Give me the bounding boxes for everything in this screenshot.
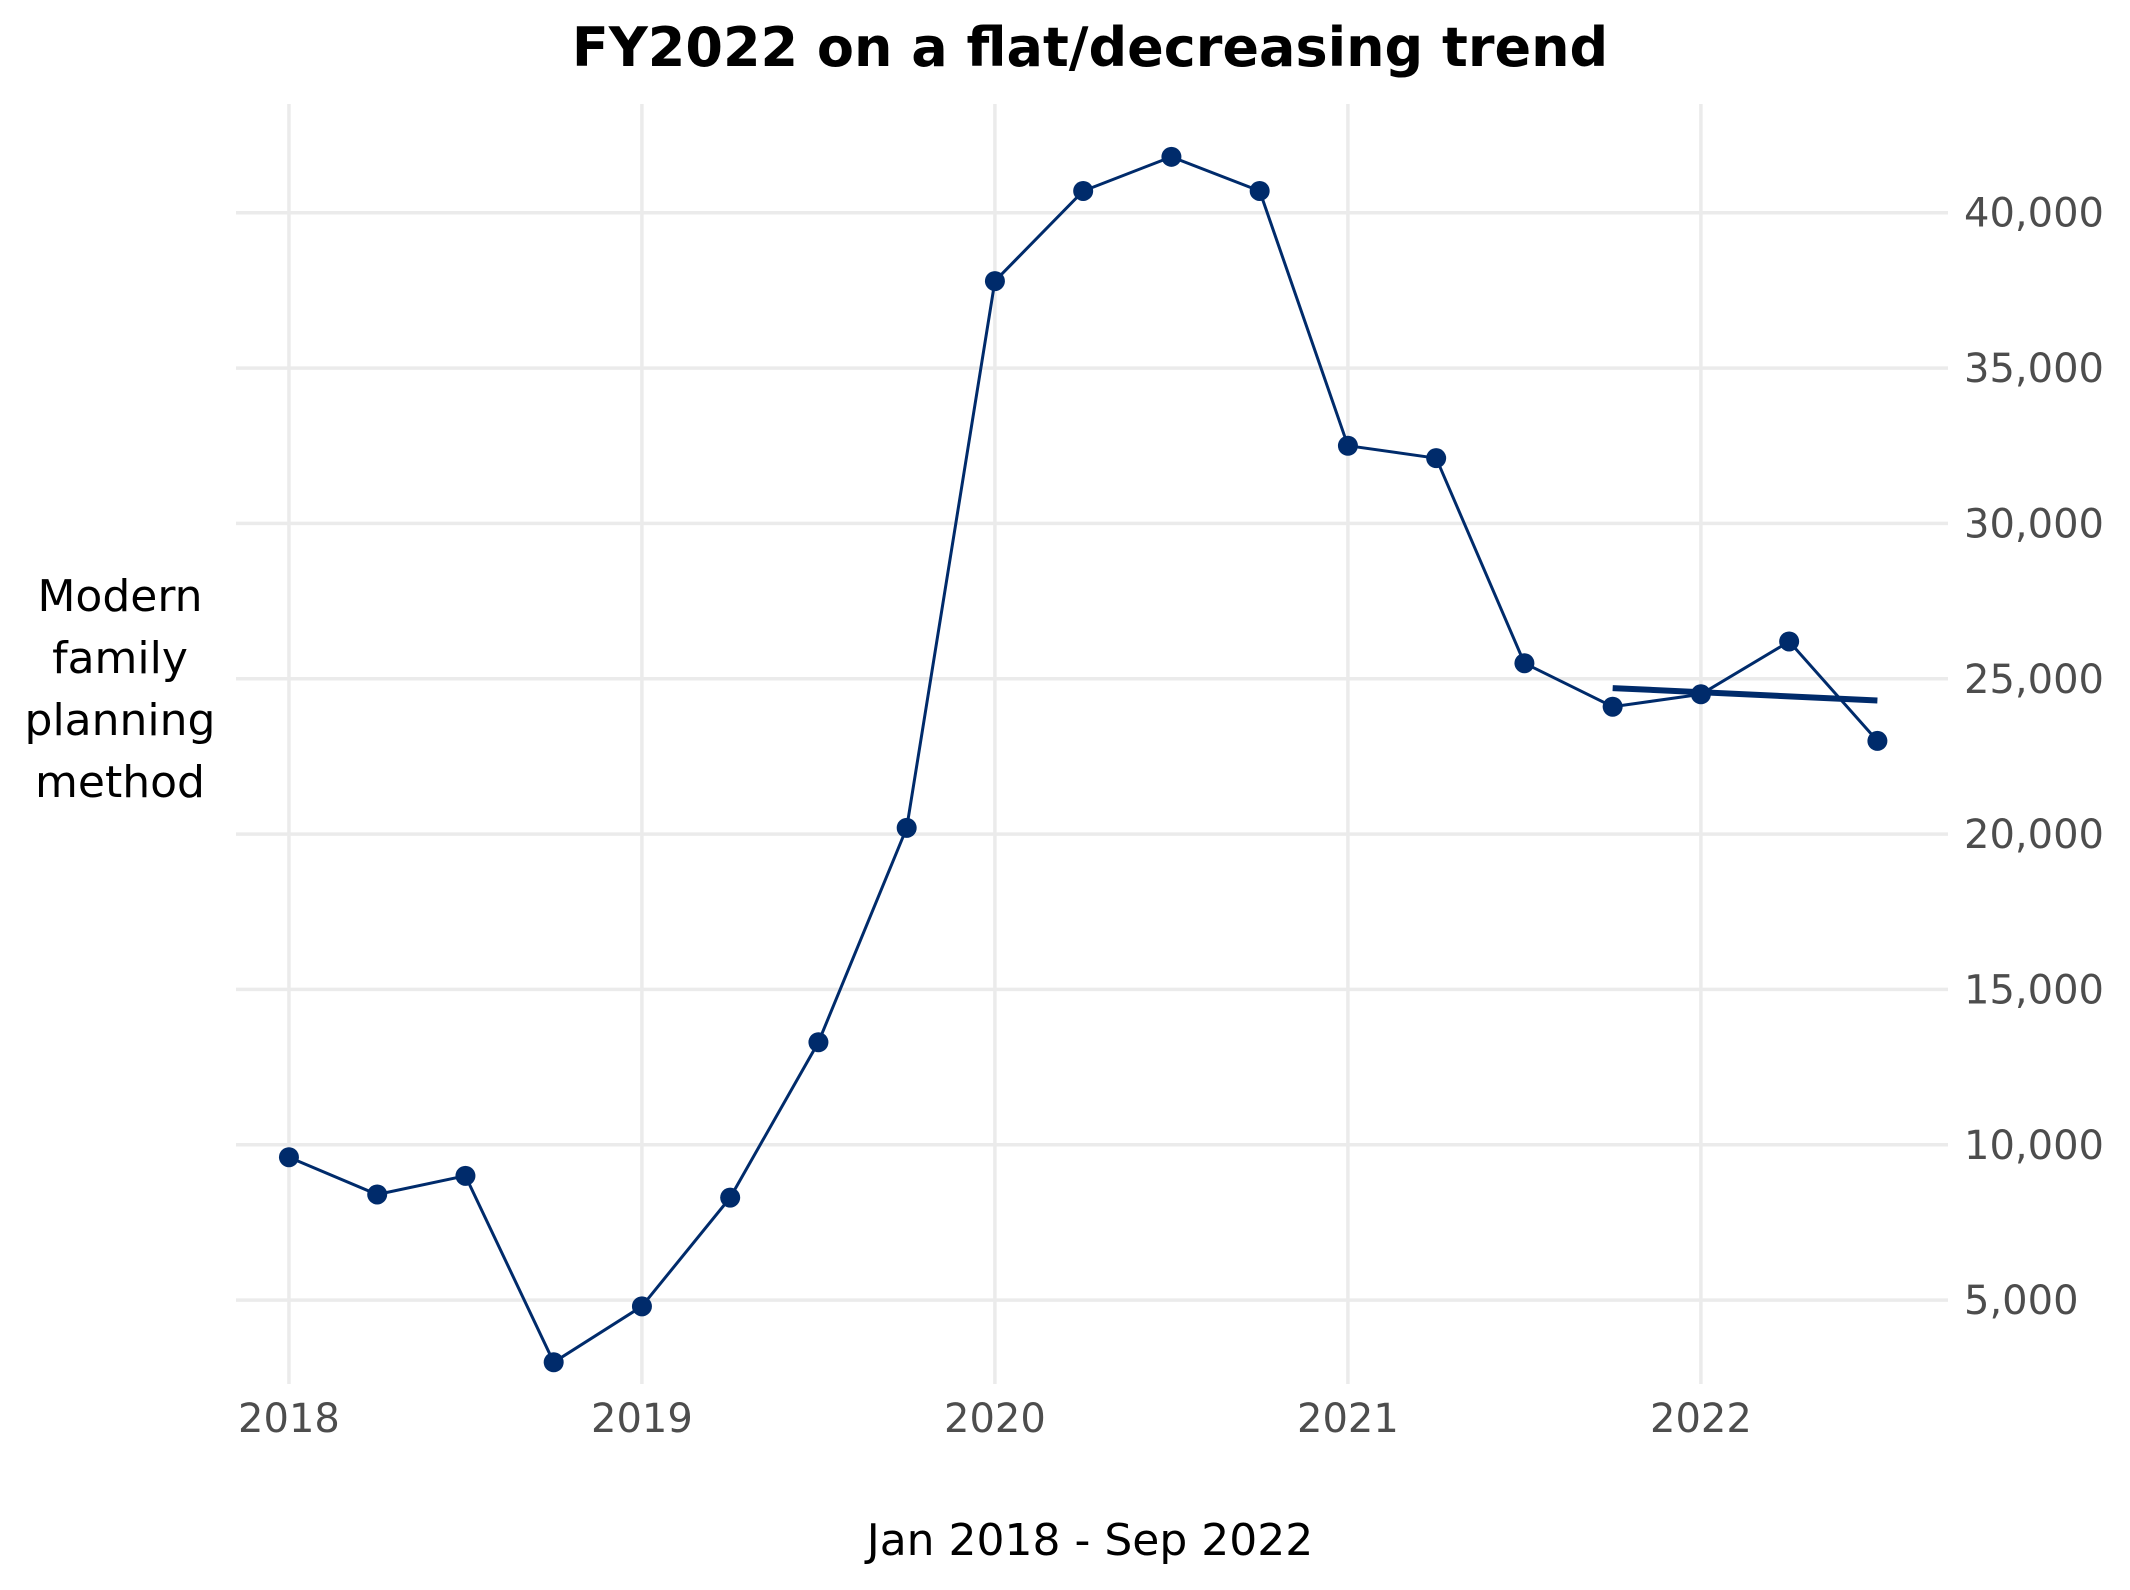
y-axis-title: Modern family planning method bbox=[25, 571, 216, 808]
series-line bbox=[288, 155, 1879, 1365]
data-point bbox=[1426, 448, 1447, 469]
data-point bbox=[1337, 435, 1358, 456]
vertical-gridlines bbox=[287, 104, 1703, 1384]
y-tick-label: 15,000 bbox=[1964, 967, 2104, 1013]
x-tick-label: 2021 bbox=[1297, 1396, 1399, 1442]
data-point bbox=[1514, 653, 1535, 674]
data-point bbox=[455, 1165, 476, 1186]
data-point bbox=[1867, 730, 1888, 751]
data-point bbox=[808, 1032, 829, 1053]
y-axis-title-line: family bbox=[52, 633, 188, 684]
data-point bbox=[1249, 180, 1270, 201]
y-axis-ticks: 5,000 10,000 15,000 20,000 25,000 30,000 35,00… bbox=[1964, 191, 2104, 1324]
y-axis-title-line: method bbox=[35, 757, 205, 808]
data-point bbox=[1161, 146, 1182, 167]
y-axis-title-line: Modern bbox=[37, 571, 202, 622]
data-point bbox=[1602, 696, 1623, 717]
y-tick-label: 5,000 bbox=[1964, 1278, 2079, 1324]
data-point bbox=[543, 1352, 564, 1373]
x-tick-label: 2018 bbox=[238, 1396, 340, 1442]
y-tick-label: 20,000 bbox=[1964, 812, 2104, 858]
x-tick-label: 2019 bbox=[591, 1396, 693, 1442]
data-point bbox=[367, 1184, 388, 1205]
y-tick-label: 40,000 bbox=[1964, 191, 2104, 237]
chart-title: FY2022 on a flat/decreasing trend bbox=[572, 16, 1608, 79]
data-point bbox=[1779, 631, 1800, 652]
y-tick-label: 35,000 bbox=[1964, 346, 2104, 392]
y-tick-label: 30,000 bbox=[1964, 501, 2104, 547]
x-tick-label: 2020 bbox=[944, 1396, 1046, 1442]
data-point bbox=[278, 1147, 299, 1168]
data-point bbox=[720, 1187, 741, 1208]
data-points bbox=[278, 146, 1888, 1373]
series-layer bbox=[288, 155, 1879, 1365]
data-point bbox=[1690, 684, 1711, 705]
y-tick-label: 10,000 bbox=[1964, 1123, 2104, 1169]
x-axis-ticks: 2018 2019 2020 2021 2022 bbox=[238, 1396, 1752, 1442]
data-point bbox=[1073, 180, 1094, 201]
data-point bbox=[631, 1296, 652, 1317]
y-tick-label: 25,000 bbox=[1964, 657, 2104, 703]
trend-line bbox=[1612, 685, 1878, 704]
x-tick-label: 2022 bbox=[1650, 1396, 1752, 1442]
data-point bbox=[896, 817, 917, 838]
trend-layer bbox=[1612, 685, 1878, 704]
x-axis-title: Jan 2018 - Sep 2022 bbox=[864, 1515, 1314, 1566]
horizontal-gridlines bbox=[236, 210, 1948, 1302]
data-point bbox=[984, 271, 1005, 292]
y-axis-title-line: planning bbox=[25, 695, 216, 746]
